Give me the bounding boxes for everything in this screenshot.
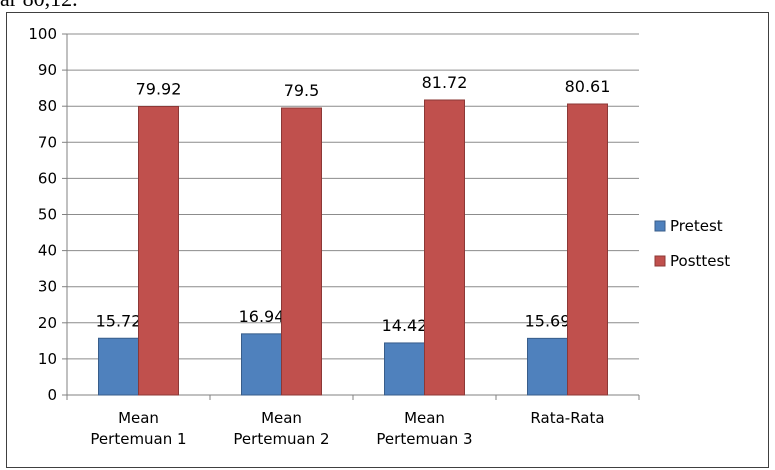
x-category-label: Pertemuan 1	[90, 430, 186, 448]
bar-pretest-0	[98, 337, 139, 396]
y-tick-label: 100	[28, 25, 57, 43]
y-tick-label: 40	[38, 242, 57, 260]
x-category-label: Pertemuan 2	[233, 430, 329, 448]
y-tick-label: 70	[38, 133, 57, 151]
bar-posttest-3	[567, 103, 608, 396]
y-tick-label: 20	[38, 314, 57, 332]
bar-pretest-2	[384, 342, 425, 396]
data-label-pretest: 16.94	[239, 307, 285, 326]
data-label-pretest: 14.42	[382, 316, 428, 335]
bar-chart: 0 10 20 30 40 50 60 70 80 90 100 15.72 79.92 Mean Pert…	[28, 25, 730, 448]
x-category-label: Pertemuan 3	[376, 430, 472, 448]
data-label-posttest: 81.72	[422, 73, 468, 92]
x-category-label: Mean	[118, 409, 159, 427]
legend-swatch-posttest	[654, 255, 666, 267]
bar-posttest-0	[138, 105, 179, 396]
bar-pretest-1	[241, 333, 282, 396]
y-tick-label: 60	[38, 169, 57, 187]
bar-posttest-2	[424, 99, 465, 396]
legend-label-pretest: Pretest	[670, 217, 723, 235]
y-tick-label: 10	[38, 350, 57, 368]
data-label-pretest: 15.72	[96, 311, 142, 330]
legend-swatch-pretest	[654, 220, 666, 232]
data-label-pretest: 15.69	[525, 311, 571, 330]
y-tick-label: 80	[38, 97, 57, 115]
document-text-fragment: ar 80,12.	[0, 0, 78, 12]
data-label-posttest: 79.92	[136, 79, 182, 98]
y-tick-label: 90	[38, 61, 57, 79]
x-category-label: Mean	[404, 409, 445, 427]
chart-frame: 0 10 20 30 40 50 60 70 80 90 100 15.72 79.92 Mean Pert…	[6, 12, 769, 468]
data-label-posttest: 79.5	[284, 81, 320, 100]
data-label-posttest: 80.61	[565, 77, 611, 96]
x-category-label: Rata-Rata	[530, 409, 604, 427]
bar-pretest-3	[527, 337, 568, 396]
legend-label-posttest: Posttest	[670, 252, 730, 270]
x-category-label: Mean	[261, 409, 302, 427]
y-tick-label: 30	[38, 278, 57, 296]
y-tick-label: 50	[38, 206, 57, 224]
bar-posttest-1	[281, 107, 322, 396]
y-tick-label: 0	[47, 386, 57, 404]
